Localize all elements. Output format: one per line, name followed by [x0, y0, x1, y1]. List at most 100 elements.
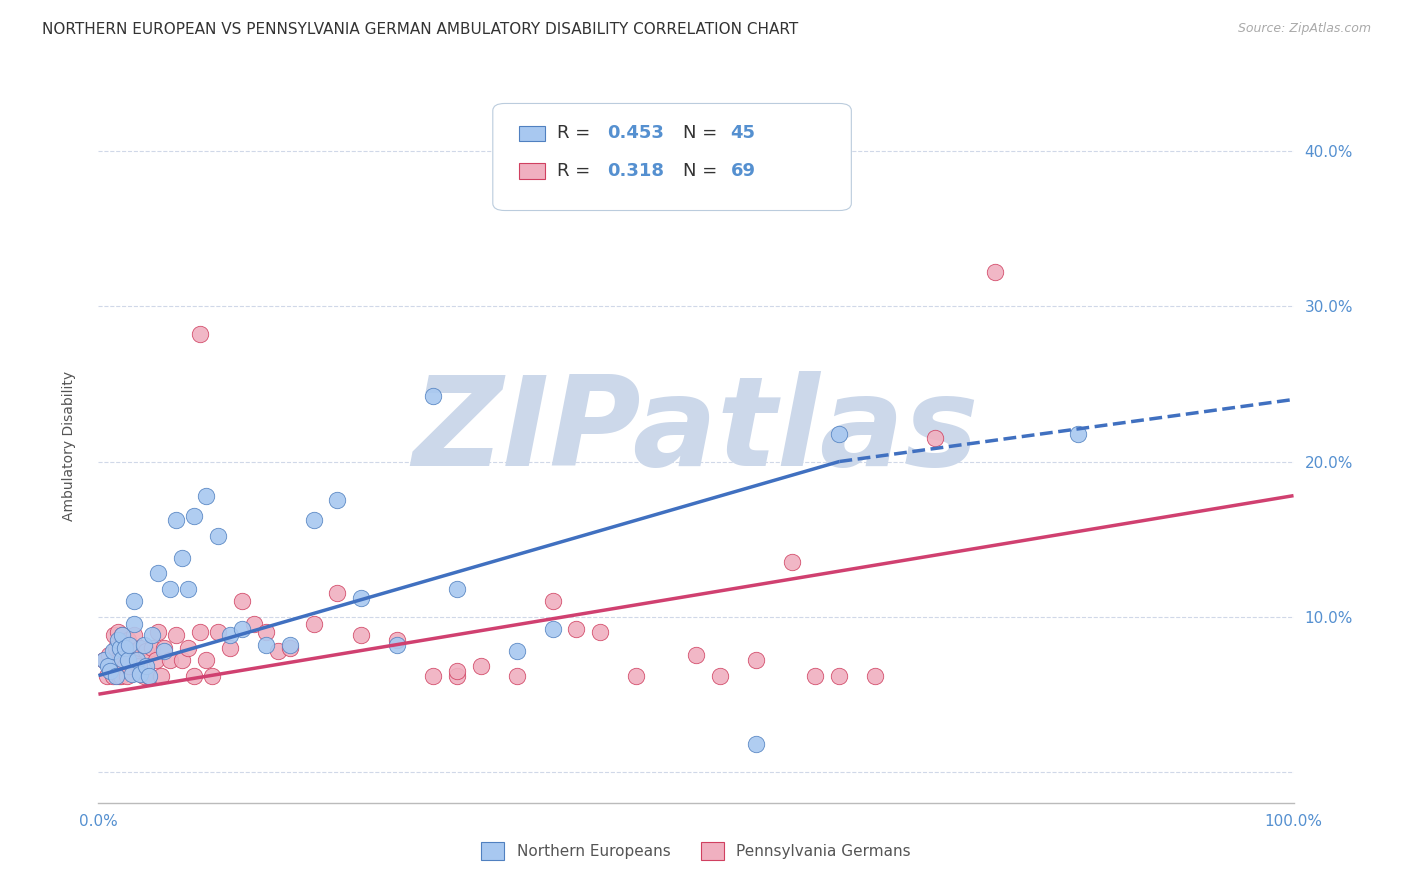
Point: [135, 659, 157, 673]
Point: [124, 594, 146, 608]
Point: [141, 628, 163, 642]
Point: [350, 628, 373, 642]
Text: 0.453: 0.453: [607, 125, 665, 143]
FancyBboxPatch shape: [519, 126, 546, 141]
Point: [149, 668, 172, 682]
Point: [194, 653, 218, 667]
Point: [93, 653, 115, 667]
Point: [626, 668, 648, 682]
Point: [117, 653, 139, 667]
Point: [121, 667, 143, 681]
Point: [326, 586, 349, 600]
Point: [188, 625, 211, 640]
Point: [804, 668, 827, 682]
Point: [422, 389, 444, 403]
Text: R =: R =: [557, 125, 596, 143]
Point: [194, 489, 218, 503]
Point: [107, 668, 129, 682]
Point: [183, 668, 205, 682]
Point: [135, 644, 157, 658]
Y-axis label: Ambulatory Disability: Ambulatory Disability: [62, 371, 76, 521]
Point: [121, 640, 143, 655]
Point: [745, 653, 768, 667]
Point: [924, 431, 946, 445]
Point: [141, 640, 163, 655]
Point: [98, 659, 122, 673]
Point: [254, 638, 277, 652]
Text: NORTHERN EUROPEAN VS PENNSYLVANIA GERMAN AMBULATORY DISABILITY CORRELATION CHART: NORTHERN EUROPEAN VS PENNSYLVANIA GERMAN…: [42, 22, 799, 37]
Point: [132, 638, 155, 652]
Point: [589, 625, 612, 640]
Point: [565, 622, 588, 636]
Point: [188, 327, 211, 342]
Point: [118, 659, 141, 673]
Point: [541, 622, 564, 636]
Point: [172, 550, 194, 565]
Point: [98, 648, 121, 663]
Point: [97, 659, 120, 673]
Point: [1067, 426, 1090, 441]
Point: [231, 594, 253, 608]
Point: [128, 659, 150, 673]
Point: [117, 632, 139, 647]
Point: [685, 648, 707, 663]
Point: [446, 582, 468, 596]
Text: R =: R =: [557, 162, 596, 180]
Point: [107, 625, 129, 640]
Point: [118, 638, 141, 652]
Point: [207, 529, 229, 543]
Point: [326, 493, 349, 508]
Point: [172, 653, 194, 667]
Point: [114, 659, 136, 673]
Point: [446, 664, 468, 678]
Point: [159, 653, 181, 667]
Point: [138, 668, 160, 682]
Point: [93, 653, 115, 667]
Point: [231, 622, 253, 636]
Point: [125, 653, 148, 667]
Point: [111, 628, 134, 642]
Point: [153, 640, 176, 655]
Point: [159, 582, 181, 596]
Point: [828, 426, 851, 441]
Point: [124, 617, 146, 632]
Point: [96, 668, 118, 682]
Point: [267, 644, 290, 658]
Point: [385, 638, 409, 652]
Point: [101, 644, 124, 658]
Point: [148, 566, 170, 581]
Point: [446, 668, 468, 682]
Point: [101, 668, 124, 682]
Point: [350, 591, 373, 605]
Point: [177, 582, 200, 596]
Point: [201, 668, 224, 682]
Text: 0.318: 0.318: [607, 162, 665, 180]
Point: [110, 668, 132, 682]
Point: [422, 668, 444, 682]
Point: [278, 640, 301, 655]
Point: [541, 594, 564, 608]
Point: [219, 628, 242, 642]
Point: [153, 644, 176, 658]
Text: N =: N =: [683, 125, 723, 143]
FancyBboxPatch shape: [494, 103, 852, 211]
Point: [124, 628, 146, 642]
Point: [828, 668, 851, 682]
Point: [129, 640, 152, 655]
Point: [165, 513, 187, 527]
Point: [385, 632, 409, 647]
Point: [254, 625, 277, 640]
Point: [114, 640, 136, 655]
Point: [107, 632, 129, 647]
Text: ZIPatlas: ZIPatlas: [413, 371, 979, 492]
Point: [207, 625, 229, 640]
Point: [984, 265, 1007, 279]
Point: [115, 668, 138, 682]
Point: [108, 653, 131, 667]
Point: [709, 668, 731, 682]
Point: [745, 737, 768, 751]
Point: [138, 668, 160, 682]
Legend: Northern Europeans, Pennsylvania Germans: Northern Europeans, Pennsylvania Germans: [475, 836, 917, 866]
Point: [148, 625, 170, 640]
Text: 69: 69: [731, 162, 755, 180]
